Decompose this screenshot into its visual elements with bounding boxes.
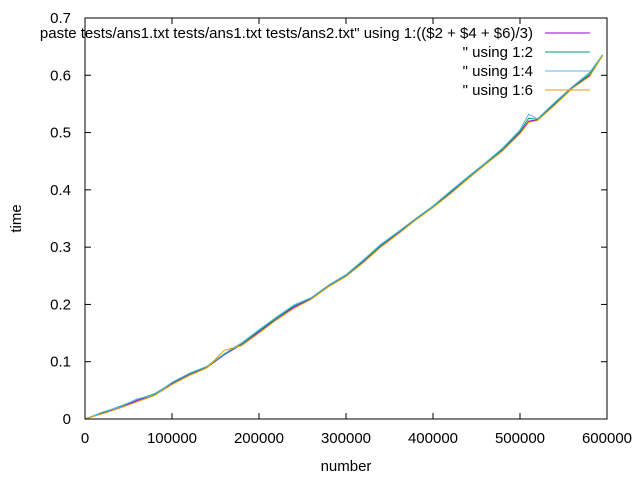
series-layer <box>84 54 604 420</box>
x-tick-label: 400000 <box>408 430 458 447</box>
x-axis-label: number <box>321 458 372 475</box>
legend-label: " using 1:2 <box>463 44 533 61</box>
y-tick-label: 0 <box>63 411 71 428</box>
y-tick-label: 0.4 <box>50 182 71 199</box>
y-tick-label: 0.2 <box>50 296 71 313</box>
x-tick-label: 300000 <box>321 430 371 447</box>
legend-label: " using 1:6 <box>463 82 533 99</box>
y-tick-label: 0.5 <box>50 125 71 142</box>
y-tick-label: 0.7 <box>50 10 71 27</box>
y-axis-label: time <box>8 204 25 232</box>
legend: paste tests/ans1.txt tests/ans1.txt test… <box>40 25 590 99</box>
y-tick-label: 0.1 <box>50 354 71 371</box>
x-tick-label: 200000 <box>234 430 284 447</box>
x-tick-label: 500000 <box>495 430 545 447</box>
y-tick-label: 0.3 <box>50 239 71 256</box>
x-tick-label: 600000 <box>582 430 632 447</box>
x-tick-label: 0 <box>81 430 89 447</box>
axes-layer: 0 100000 200000 300000 400000 500000 600000 0 0.… <box>50 10 632 447</box>
y-tick-label: 0.6 <box>50 67 71 84</box>
series-line-2 <box>84 54 604 420</box>
x-tick-label: 100000 <box>147 430 197 447</box>
series-line-3 <box>84 54 604 420</box>
series-line-4 <box>84 55 604 420</box>
legend-label: " using 1:4 <box>463 63 533 80</box>
legend-label: paste tests/ans1.txt tests/ans1.txt test… <box>40 25 533 42</box>
